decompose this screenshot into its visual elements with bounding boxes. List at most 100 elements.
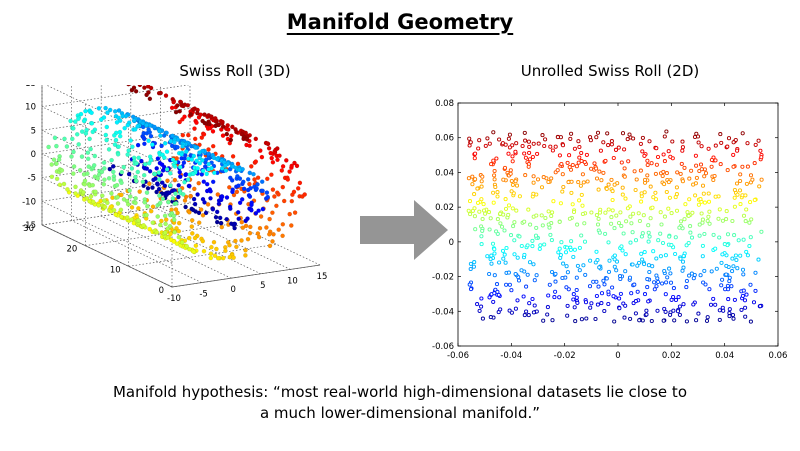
data-point	[727, 314, 732, 319]
data-point	[620, 131, 626, 136]
data-point	[527, 260, 533, 265]
data-point	[193, 145, 198, 150]
data-point	[574, 275, 579, 280]
data-point	[606, 289, 611, 294]
data-point	[115, 201, 121, 206]
data-point	[738, 253, 743, 258]
data-point	[256, 234, 262, 240]
data-point	[241, 186, 247, 192]
data-point	[642, 262, 647, 267]
data-point	[730, 256, 735, 261]
data-point	[579, 317, 584, 322]
data-point	[89, 110, 94, 116]
data-point	[130, 144, 135, 150]
data-point	[100, 193, 105, 198]
data-point	[741, 237, 746, 242]
data-point	[641, 213, 646, 218]
data-point	[610, 208, 615, 213]
data-point	[622, 315, 627, 320]
data-point	[667, 195, 672, 200]
data-point	[757, 184, 762, 189]
data-point	[115, 152, 121, 157]
data-point	[186, 132, 191, 138]
data-point	[239, 219, 245, 225]
data-point	[486, 210, 492, 215]
data-point	[530, 238, 535, 243]
caption: Manifold hypothesis: “most real-world hi…	[0, 382, 800, 424]
data-point	[567, 216, 572, 221]
data-point	[552, 295, 557, 300]
data-point	[645, 162, 650, 168]
data-point	[560, 172, 565, 177]
data-point	[599, 291, 605, 296]
data-point	[113, 212, 118, 217]
data-point	[210, 207, 216, 212]
data-point	[628, 316, 633, 321]
data-point	[546, 293, 551, 298]
data-point	[479, 296, 484, 301]
data-point	[265, 194, 270, 200]
data-point	[173, 109, 179, 115]
data-point	[104, 137, 109, 143]
grid-line	[41, 178, 191, 202]
data-point	[557, 295, 562, 300]
data-point	[183, 172, 189, 177]
data-point	[258, 214, 264, 219]
data-point	[210, 179, 216, 185]
data-point	[557, 153, 562, 158]
data-point	[565, 270, 570, 275]
data-point	[623, 252, 628, 257]
data-point	[196, 180, 201, 186]
data-point	[214, 209, 220, 215]
data-point	[612, 319, 617, 324]
data-point	[684, 319, 689, 324]
data-point	[147, 226, 152, 232]
data-point	[180, 144, 185, 149]
data-point	[597, 265, 602, 270]
data-point	[251, 171, 256, 177]
data-point	[520, 143, 525, 149]
data-point	[112, 133, 117, 138]
data-point	[270, 187, 276, 192]
data-point	[171, 213, 177, 219]
data-point	[196, 220, 202, 225]
data-point	[477, 138, 482, 143]
data-point	[492, 251, 497, 256]
data-point	[670, 139, 675, 144]
data-point	[731, 152, 736, 157]
data-point	[102, 204, 108, 210]
data-point	[722, 242, 727, 247]
data-point	[83, 108, 88, 114]
data-point	[724, 209, 729, 214]
data-point	[725, 144, 730, 149]
data-point	[142, 136, 147, 142]
data-point	[119, 192, 124, 198]
data-point	[181, 192, 186, 197]
data-point	[467, 136, 472, 141]
data-point	[491, 299, 496, 304]
data-point	[163, 221, 168, 227]
data-point	[612, 182, 617, 187]
data-point	[155, 156, 161, 161]
data-point	[473, 177, 478, 182]
data-point	[546, 209, 551, 214]
data-point	[530, 154, 535, 160]
data-point	[546, 222, 551, 227]
data-point	[576, 139, 581, 144]
data-point	[129, 166, 135, 171]
data-point	[677, 225, 682, 230]
data-point	[514, 208, 519, 213]
data-point	[662, 134, 667, 139]
data-point	[112, 109, 118, 114]
data-point	[85, 171, 90, 176]
data-point	[524, 309, 529, 314]
data-point	[466, 176, 471, 181]
data-point	[697, 233, 702, 238]
data-point	[612, 226, 617, 231]
data-point	[200, 238, 206, 244]
data-point	[547, 282, 552, 287]
data-point	[209, 244, 214, 250]
data-point	[133, 89, 139, 94]
data-point	[270, 239, 275, 244]
data-point	[118, 207, 124, 213]
